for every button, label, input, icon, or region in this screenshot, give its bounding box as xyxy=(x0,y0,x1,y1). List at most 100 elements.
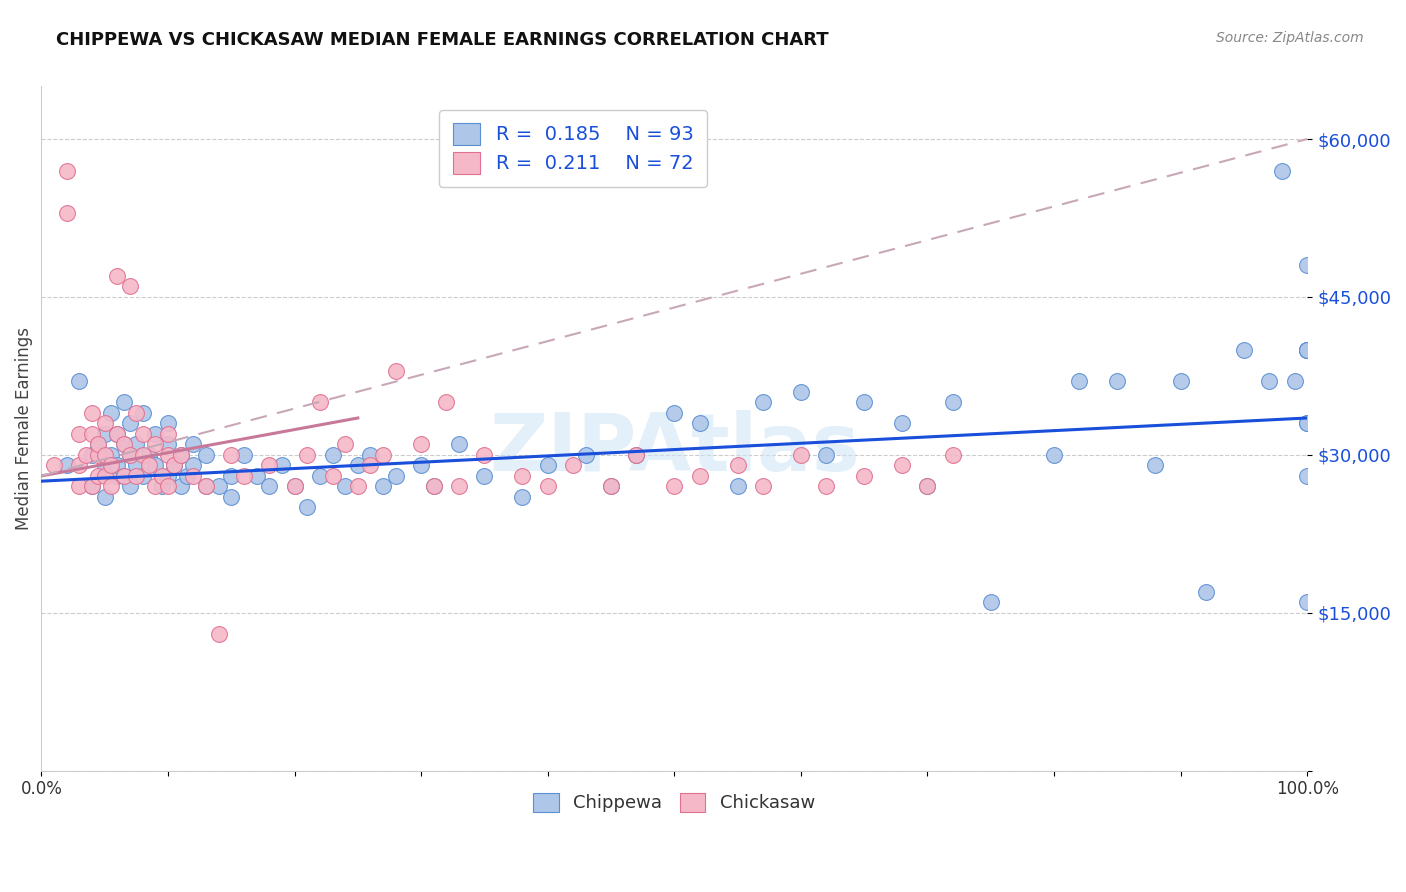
Point xyxy=(1144,458,1167,473)
Point xyxy=(1296,469,1319,483)
Y-axis label: Median Female Earnings: Median Female Earnings xyxy=(15,327,32,530)
Point xyxy=(689,417,711,431)
Point xyxy=(1069,374,1091,388)
Point xyxy=(1296,343,1319,357)
Point xyxy=(112,437,135,451)
Point xyxy=(727,479,749,493)
Point xyxy=(752,479,775,493)
Point xyxy=(125,437,148,451)
Point xyxy=(131,406,153,420)
Point xyxy=(790,384,813,399)
Point xyxy=(689,469,711,483)
Point xyxy=(105,426,128,441)
Point xyxy=(474,448,496,462)
Point xyxy=(373,479,395,493)
Point xyxy=(245,469,267,483)
Point xyxy=(55,205,77,219)
Point xyxy=(93,490,115,504)
Point xyxy=(112,395,135,409)
Point xyxy=(359,448,381,462)
Point xyxy=(105,426,128,441)
Point xyxy=(308,395,330,409)
Point xyxy=(143,426,166,441)
Point xyxy=(156,426,179,441)
Point xyxy=(664,479,686,493)
Point xyxy=(727,458,749,473)
Point xyxy=(815,479,838,493)
Point xyxy=(752,395,775,409)
Point xyxy=(423,479,446,493)
Point xyxy=(283,479,305,493)
Point xyxy=(346,479,368,493)
Point xyxy=(105,469,128,483)
Point xyxy=(512,490,534,504)
Point xyxy=(562,458,585,473)
Point xyxy=(181,469,204,483)
Point xyxy=(143,458,166,473)
Point xyxy=(321,448,343,462)
Point xyxy=(55,163,77,178)
Point xyxy=(980,595,1002,609)
Point xyxy=(118,479,141,493)
Text: CHIPPEWA VS CHICKASAW MEDIAN FEMALE EARNINGS CORRELATION CHART: CHIPPEWA VS CHICKASAW MEDIAN FEMALE EARN… xyxy=(56,31,830,49)
Point xyxy=(176,469,198,483)
Point xyxy=(80,406,103,420)
Point xyxy=(87,469,110,483)
Point xyxy=(436,395,458,409)
Point xyxy=(537,479,560,493)
Point xyxy=(600,479,623,493)
Point xyxy=(411,458,433,473)
Point xyxy=(75,448,97,462)
Point xyxy=(93,426,115,441)
Point xyxy=(1296,343,1319,357)
Point xyxy=(112,469,135,483)
Point xyxy=(163,458,186,473)
Point xyxy=(219,490,242,504)
Point xyxy=(105,268,128,283)
Point xyxy=(207,627,229,641)
Point xyxy=(93,417,115,431)
Point xyxy=(138,458,160,473)
Point xyxy=(423,479,446,493)
Point xyxy=(156,448,179,462)
Point xyxy=(308,469,330,483)
Point xyxy=(321,469,343,483)
Point xyxy=(100,458,122,473)
Point xyxy=(138,448,160,462)
Point xyxy=(80,448,103,462)
Point xyxy=(93,458,115,473)
Point xyxy=(1296,343,1319,357)
Point xyxy=(232,469,254,483)
Point xyxy=(1043,448,1066,462)
Point xyxy=(891,458,914,473)
Point xyxy=(156,437,179,451)
Point xyxy=(169,448,191,462)
Point xyxy=(87,437,110,451)
Point xyxy=(87,448,110,462)
Point xyxy=(80,479,103,493)
Point xyxy=(112,437,135,451)
Point xyxy=(118,448,141,462)
Point xyxy=(194,479,217,493)
Point xyxy=(150,469,173,483)
Point xyxy=(537,458,560,473)
Point xyxy=(270,458,292,473)
Point xyxy=(449,479,471,493)
Point xyxy=(1170,374,1192,388)
Point xyxy=(1284,374,1306,388)
Point xyxy=(67,479,90,493)
Point xyxy=(1107,374,1129,388)
Point xyxy=(181,458,204,473)
Point xyxy=(67,426,90,441)
Point xyxy=(474,469,496,483)
Point xyxy=(219,469,242,483)
Point xyxy=(100,406,122,420)
Point xyxy=(80,479,103,493)
Point xyxy=(449,437,471,451)
Point xyxy=(257,458,280,473)
Point xyxy=(853,395,876,409)
Point xyxy=(112,469,135,483)
Point xyxy=(815,448,838,462)
Text: ZIPAtlas: ZIPAtlas xyxy=(489,410,859,488)
Point xyxy=(125,458,148,473)
